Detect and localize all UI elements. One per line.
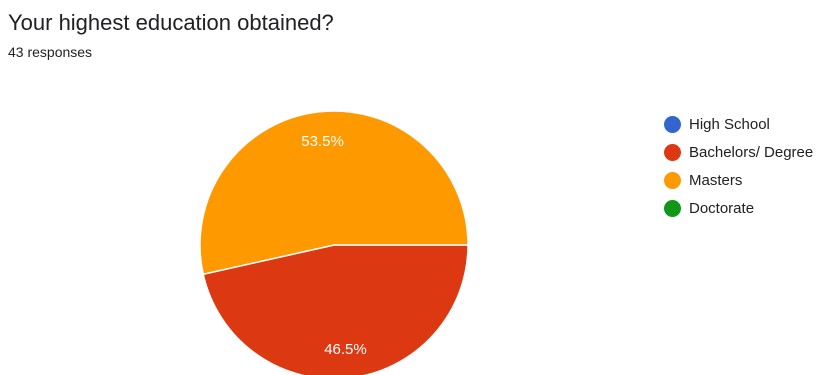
legend-swatch (664, 143, 681, 161)
legend-swatch (664, 115, 681, 133)
legend-swatch (664, 199, 681, 217)
legend-item[interactable]: High School (664, 110, 813, 138)
response-count: 43 responses (8, 44, 93, 60)
legend-item[interactable]: Masters (664, 166, 813, 194)
legend-swatch (664, 171, 681, 189)
chart-title: Your highest education obtained? (8, 10, 334, 35)
pie-slice-bachelors-degree[interactable] (202, 244, 469, 375)
legend-item[interactable]: Doctorate (664, 194, 813, 222)
pie-slice-masters[interactable] (199, 110, 469, 276)
legend-label: Masters (689, 171, 743, 189)
legend-label: Bachelors/ Degree (689, 143, 814, 161)
legend-label: High School (689, 115, 770, 133)
data-label-masters: 53.5% (301, 133, 344, 150)
legend-label: Doctorate (689, 199, 755, 217)
chart-legend: High School Bachelors/ Degree Masters Docto… (664, 110, 813, 222)
data-label-bachelors-degree: 46.5% (324, 341, 367, 358)
legend-item[interactable]: Bachelors/ Degree (664, 138, 813, 166)
